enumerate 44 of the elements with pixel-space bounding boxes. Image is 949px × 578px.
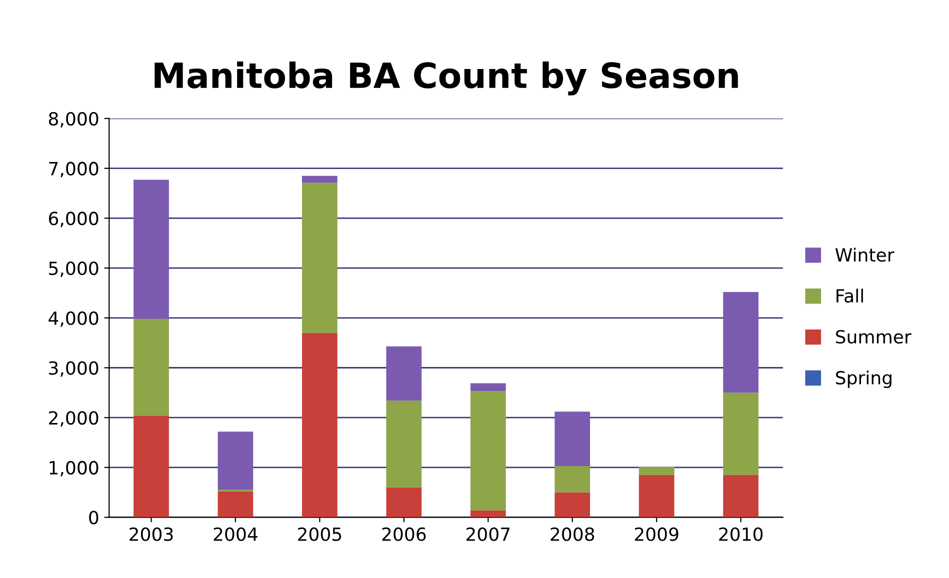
bar [134,318,169,416]
bar [218,432,254,490]
bar [302,332,338,518]
bar [554,466,590,492]
y-tick-label: 1,000 [50,460,98,476]
x-tick-label: 2007 [466,527,510,542]
y-tick-label: 4,000 [48,311,98,327]
x-tick-label: 2004 [214,527,258,542]
x-tick-label: 2006 [382,527,426,542]
legend-label: Summer [836,330,912,344]
x-tick-label: 2003 [130,527,173,542]
x-tick-label: 2010 [719,527,763,542]
bar [386,487,422,518]
bar [302,182,338,333]
bar [723,292,758,393]
y-tick-label: 2,000 [49,411,98,427]
bar [470,510,506,518]
y-tick-label: 6,000 [48,212,98,228]
legend-label: Winter [835,248,894,262]
y-tick-label: 3,000 [49,361,98,377]
bar [134,416,169,518]
y-tick-label: 0 [89,510,98,524]
y-tick-label: 5,000 [49,262,98,278]
x-tick-label: 2008 [550,527,594,542]
legend-label: Spring [836,370,892,388]
bar [638,466,674,475]
bar [554,412,590,466]
x-tick-label: 2005 [298,527,342,542]
bar [723,392,758,475]
bar [386,346,422,401]
bar [470,383,506,392]
y-tick-label: 7,000 [49,162,98,178]
bar [302,176,338,183]
legend-label: Fall [836,288,863,303]
bar [470,391,506,510]
x-tick-label: 2009 [634,527,678,542]
bar [723,474,758,518]
bar [218,491,254,518]
bar [554,492,590,518]
y-tick-label: 8,000 [48,112,98,128]
chart-title: Manitoba BA Count by Season [154,62,738,96]
bar [386,400,422,488]
bar [638,474,674,518]
bar [134,180,169,319]
